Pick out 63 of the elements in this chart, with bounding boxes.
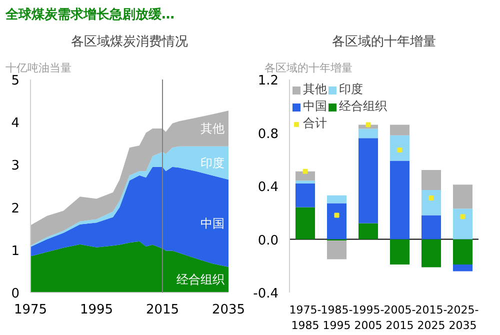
bar bbox=[421, 170, 442, 190]
point bbox=[334, 212, 340, 218]
point bbox=[397, 148, 402, 153]
x-tick-label: 2025-2035 bbox=[446, 304, 479, 332]
legend-label: 印度 bbox=[339, 81, 363, 98]
x-tick-label: 1995 bbox=[80, 302, 114, 318]
bar bbox=[390, 239, 410, 265]
bar bbox=[358, 223, 378, 240]
legend-label: 中国 bbox=[303, 98, 327, 115]
series-label: 其他 bbox=[200, 121, 224, 136]
y-tick-label: -0.4 bbox=[253, 286, 279, 302]
legend-label: 其他 bbox=[303, 81, 327, 98]
series-label: 中国 bbox=[200, 216, 224, 230]
series-label: 经合组织 bbox=[176, 272, 224, 287]
x-tick-label: 1985-1995 bbox=[320, 304, 353, 332]
bar bbox=[295, 171, 316, 181]
bar bbox=[295, 183, 316, 208]
bar bbox=[326, 195, 347, 204]
y-tick-label: 0.0 bbox=[258, 233, 279, 248]
point bbox=[366, 122, 371, 128]
bar bbox=[421, 239, 442, 268]
bar bbox=[452, 239, 473, 265]
y-tick-label: 5 bbox=[11, 74, 20, 88]
bar bbox=[421, 215, 442, 240]
point bbox=[428, 195, 434, 200]
y-axis-title: 十亿吨油当量 bbox=[6, 62, 72, 74]
legend-label: 合计 bbox=[303, 115, 327, 132]
y-tick-label: 1.2 bbox=[258, 74, 279, 88]
bar bbox=[326, 240, 347, 260]
x-tick-label: 1975-1985 bbox=[289, 304, 322, 332]
x-tick-label: 2015-2025 bbox=[415, 304, 448, 332]
bar bbox=[326, 203, 347, 240]
bar bbox=[358, 138, 378, 224]
bar bbox=[390, 124, 410, 136]
bar bbox=[452, 264, 473, 272]
bar bbox=[295, 180, 316, 184]
x-tick-label: 1995-2005 bbox=[352, 304, 384, 332]
y-tick-label: 2 bbox=[11, 201, 20, 216]
x-tick-label: 2015 bbox=[146, 302, 180, 318]
point bbox=[460, 214, 466, 220]
bar bbox=[295, 207, 316, 240]
bar bbox=[390, 135, 410, 161]
x-tick-label: 2005-2015 bbox=[384, 304, 416, 332]
x-tick-label: 2035 bbox=[212, 302, 246, 318]
bar bbox=[358, 128, 378, 138]
legend-label: 经合组织 bbox=[339, 98, 387, 115]
y-tick-label: 4 bbox=[11, 116, 20, 132]
y-tick-label: 0.8 bbox=[258, 126, 279, 142]
bar bbox=[452, 208, 473, 240]
chart-title: 全球煤炭需求增长急剧放缓… bbox=[4, 6, 174, 22]
bar bbox=[421, 190, 442, 216]
y-axis-title: 各区域的十年增量 bbox=[264, 62, 352, 74]
chart-title: 各区域的十年增量 bbox=[332, 34, 436, 50]
point bbox=[302, 168, 308, 174]
y-tick-label: 0 bbox=[11, 286, 20, 302]
chart-subtitle: 各区域煤炭消费情况 bbox=[71, 34, 188, 50]
y-tick-label: 0.4 bbox=[258, 180, 279, 195]
y-tick-label: 1 bbox=[11, 244, 20, 259]
x-tick-label: 1975 bbox=[14, 302, 48, 318]
series-label: 印度 bbox=[200, 156, 224, 170]
bar bbox=[390, 160, 410, 240]
bar bbox=[452, 184, 473, 209]
y-tick-label: 3 bbox=[11, 158, 20, 174]
